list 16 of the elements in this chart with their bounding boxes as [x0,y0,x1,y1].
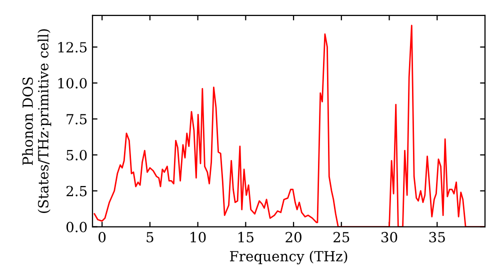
y-tick-label: 12.5 [58,42,87,53]
x-tick-label: 35 [429,232,445,242]
y-tick-label: 5.0 [66,150,87,160]
y-axis-title: Phonon DOS (States/THz·primitive cell) [22,29,52,213]
x-tick-label: 25 [334,232,350,242]
x-tick-label: 15 [238,232,254,242]
y-tick-label: 0.0 [66,222,87,232]
x-tick-label: 0 [98,232,106,242]
y-tick-label: 7.5 [66,114,87,124]
x-axis-title: Frequency (THz) [230,250,348,264]
y-tick-label: 10.0 [58,78,87,88]
y-tick-label: 2.5 [66,186,87,196]
x-tick-label: 20 [286,232,302,242]
x-tick-label: 5 [146,232,154,242]
x-tick-label: 30 [381,232,398,242]
x-tick-label: 10 [190,232,206,242]
